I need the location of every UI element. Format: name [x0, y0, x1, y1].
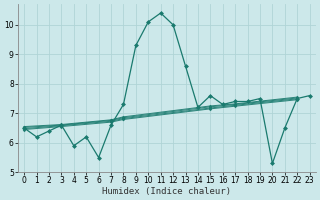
X-axis label: Humidex (Indice chaleur): Humidex (Indice chaleur)	[102, 187, 231, 196]
